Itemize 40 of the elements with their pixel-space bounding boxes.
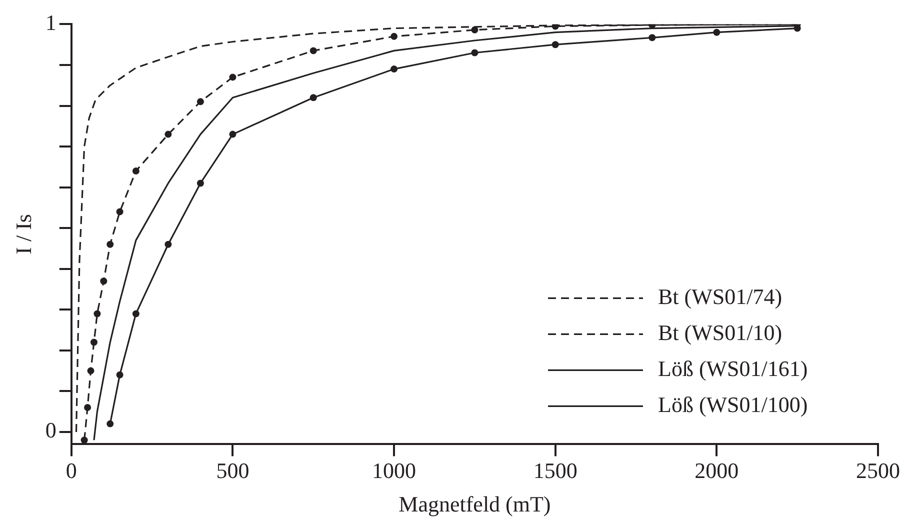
y-axis-title: I / Is: [10, 214, 36, 254]
x-tick-label: 2500: [856, 458, 900, 484]
x-tick-label: 0: [66, 458, 77, 484]
legend-label: Bt (WS01/74): [658, 284, 782, 309]
point: [552, 41, 559, 48]
point: [196, 98, 204, 106]
point: [310, 94, 317, 102]
legend-label: Löß (WS01/161): [658, 356, 808, 381]
point: [90, 338, 98, 346]
point: [471, 49, 478, 56]
point: [713, 28, 720, 36]
point: [100, 278, 108, 285]
point: [196, 180, 204, 187]
point: [84, 404, 92, 411]
point: [80, 436, 88, 444]
point: [132, 167, 140, 174]
point: [116, 208, 124, 216]
point: [471, 26, 478, 34]
x-tick-label: 1500: [533, 458, 578, 484]
point: [310, 47, 317, 54]
x-axis-title: Magnetfeld (mT): [398, 492, 551, 517]
point: [390, 66, 398, 73]
point: [229, 130, 236, 138]
x-tick-label: 2000: [694, 458, 739, 484]
point: [648, 34, 656, 42]
point: [390, 32, 398, 40]
legend-label: Bt (WS01/10): [658, 320, 782, 345]
point: [87, 367, 94, 374]
point: [106, 420, 114, 428]
point: [164, 240, 172, 248]
point: [106, 240, 114, 248]
point: [94, 310, 101, 318]
point: [164, 130, 172, 138]
point: [229, 74, 236, 81]
legend-label: Löß (WS01/100): [658, 392, 808, 417]
point: [116, 371, 124, 378]
y-tick-label: 1: [45, 10, 56, 35]
x-tick-label: 500: [216, 458, 250, 484]
point: [132, 310, 140, 318]
x-tick-label: 1000: [372, 458, 416, 484]
